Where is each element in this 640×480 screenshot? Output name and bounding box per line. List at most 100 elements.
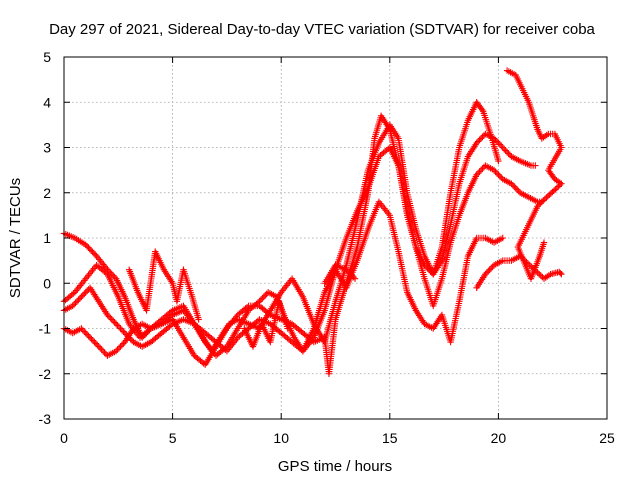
data-point xyxy=(257,296,265,304)
data-series-4 xyxy=(60,198,506,359)
data-point xyxy=(479,165,486,172)
data-point xyxy=(496,172,504,180)
data-point xyxy=(498,142,505,150)
y-tick-label: 0 xyxy=(43,275,51,291)
data-point xyxy=(512,185,519,192)
data-point xyxy=(81,290,88,298)
data-point xyxy=(496,141,504,148)
data-point xyxy=(114,346,121,353)
data-point xyxy=(503,148,511,156)
data-point xyxy=(487,264,495,272)
data-point xyxy=(81,328,88,335)
y-tick-label: 3 xyxy=(43,140,51,156)
data-point xyxy=(78,293,85,301)
data-point xyxy=(505,150,512,157)
data-point xyxy=(70,301,78,308)
data-point xyxy=(495,157,502,165)
data-point xyxy=(490,166,498,174)
data-point xyxy=(115,323,123,331)
data-point xyxy=(78,325,85,332)
y-tick-label: 5 xyxy=(43,49,51,65)
data-point xyxy=(112,347,120,355)
data-point xyxy=(115,344,123,352)
data-point xyxy=(69,302,76,310)
data-series-6 xyxy=(473,67,565,291)
data-point xyxy=(82,329,89,337)
data-point xyxy=(259,295,266,302)
data-point xyxy=(82,241,89,248)
data-point xyxy=(541,195,549,203)
data-point xyxy=(121,329,129,337)
data-point xyxy=(284,325,291,332)
data-point xyxy=(477,135,485,142)
data-point xyxy=(476,168,483,175)
data-point xyxy=(254,299,262,306)
data-point xyxy=(73,298,81,305)
data-point xyxy=(479,133,486,141)
data-point xyxy=(262,292,269,299)
data-point xyxy=(556,181,564,189)
data-point xyxy=(101,349,108,356)
axis-ticks: 0 5 10 15 20 25 -3 -2 -1 0 1 2 3 4 5 xyxy=(39,49,615,446)
data-point xyxy=(111,319,118,326)
data-point xyxy=(502,147,509,154)
data-point xyxy=(509,182,517,189)
data-point xyxy=(537,200,544,207)
data-point xyxy=(104,311,111,319)
data-point xyxy=(94,341,101,349)
x-tick-label: 5 xyxy=(169,430,177,446)
y-tick-label: 1 xyxy=(43,230,51,246)
data-point xyxy=(483,269,491,276)
data-point xyxy=(495,171,502,178)
data-point xyxy=(70,290,77,297)
data-point xyxy=(120,340,127,347)
data-point xyxy=(547,190,555,197)
data-point xyxy=(114,322,121,329)
data-point xyxy=(476,136,483,144)
data-point xyxy=(544,193,552,200)
y-tick-label: -3 xyxy=(39,411,52,427)
data-point xyxy=(90,250,98,257)
data-point xyxy=(477,166,485,174)
data-point xyxy=(474,169,482,177)
data-point xyxy=(167,322,175,329)
data-point xyxy=(85,332,92,340)
y-axis-label: SDTVAR / TECUs xyxy=(7,178,24,298)
data-point xyxy=(348,272,356,279)
data-series-2 xyxy=(60,121,539,355)
data-point xyxy=(485,267,492,275)
data-point xyxy=(346,269,353,276)
data-point xyxy=(500,145,508,153)
data-point xyxy=(493,169,501,177)
data-point xyxy=(97,344,104,352)
data-point xyxy=(86,245,93,253)
data-point xyxy=(99,347,107,355)
data-point xyxy=(95,343,102,350)
y-tick-label: 4 xyxy=(43,94,51,110)
data-point xyxy=(552,186,559,193)
data-point xyxy=(473,139,480,147)
data-point xyxy=(347,271,354,278)
data-point xyxy=(492,168,499,175)
data-point xyxy=(540,197,547,204)
y-tick-label: 2 xyxy=(43,185,51,201)
x-tick-label: 15 xyxy=(382,430,398,446)
data-point xyxy=(195,316,202,323)
data-point xyxy=(89,337,97,344)
data-point xyxy=(120,328,127,335)
data-point xyxy=(88,335,95,343)
data-point xyxy=(85,244,92,251)
data-point xyxy=(546,191,553,199)
data-point xyxy=(91,338,98,346)
data-point xyxy=(535,201,543,209)
data-point xyxy=(478,106,486,113)
data-point xyxy=(493,138,501,145)
data-point xyxy=(112,320,120,328)
data-point xyxy=(108,316,115,323)
data-point xyxy=(536,271,543,278)
data-point xyxy=(482,271,489,278)
x-tick-label: 0 xyxy=(60,430,68,446)
data-point xyxy=(117,325,124,332)
data-point xyxy=(474,138,482,145)
